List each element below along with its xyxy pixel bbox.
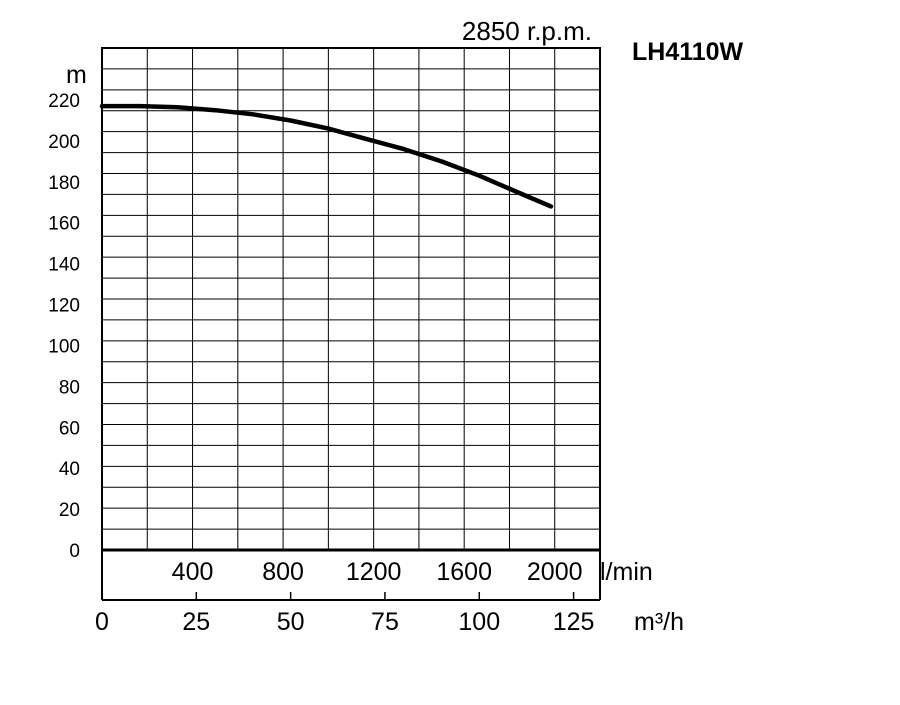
head-curve-group — [99, 103, 554, 209]
y-tick-label: 60 — [59, 418, 80, 439]
y-tick-label: 80 — [59, 377, 80, 398]
y-tick-label: 20 — [59, 500, 80, 521]
m3h-tick-label: 75 — [371, 608, 399, 636]
model-label: LH4110W — [632, 38, 744, 66]
y-tick-label: 120 — [48, 296, 80, 317]
y-tick-label: 200 — [48, 132, 80, 153]
lmin-tick-label: 1600 — [436, 558, 492, 586]
y-tick-label: 100 — [48, 336, 80, 357]
x-tick-labels-m3h: 0 25 50 75 100 125 — [95, 608, 594, 636]
y-tick-label: 180 — [48, 173, 80, 194]
lmin-tick-label: 800 — [262, 558, 304, 586]
y-tick-labels: 0 20 40 60 80 100 120 140 160 180 200 220 — [48, 91, 80, 562]
speed-label: 2850 r.p.m. — [462, 16, 592, 46]
m3h-tick-label: 125 — [553, 608, 595, 636]
lmin-tick-label: 2000 — [527, 558, 583, 586]
y-tick-label: 220 — [48, 91, 80, 112]
y-tick-label: 140 — [48, 255, 80, 276]
x-axis-unit-m3h: m³/h — [634, 608, 684, 636]
m3h-tick-label: 0 — [95, 608, 109, 636]
y-axis-unit: m — [66, 61, 87, 89]
m3h-tick-label: 100 — [458, 608, 500, 636]
lmin-tick-label: 1200 — [346, 558, 402, 586]
x-tick-labels-lmin: 400 800 1200 1600 2000 — [172, 558, 583, 586]
y-tick-label: 40 — [59, 459, 80, 480]
m3h-tick-label: 25 — [182, 608, 210, 636]
y-tick-label: 160 — [48, 214, 80, 235]
head-curve — [99, 103, 554, 209]
x-axis-unit-lmin: l/min — [600, 558, 653, 586]
y-tick-label: 0 — [69, 541, 80, 562]
lmin-tick-label: 400 — [172, 558, 214, 586]
grid — [102, 48, 600, 550]
plot-frame — [101, 47, 601, 601]
m3h-tick-label: 50 — [277, 608, 305, 636]
